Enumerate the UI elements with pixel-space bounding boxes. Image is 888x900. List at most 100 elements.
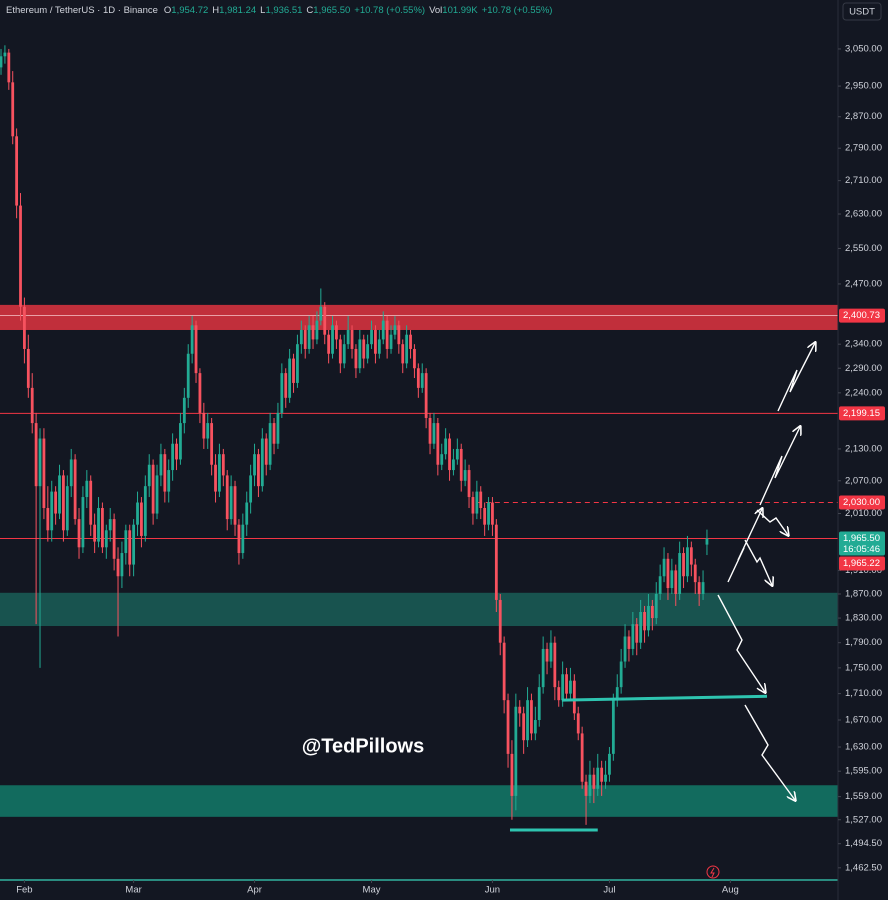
field-name: C [306,5,313,16]
candle-body [381,320,385,340]
candle-body [705,538,709,545]
price-label: 1,965.22 [843,558,880,569]
price-label-box [839,495,885,510]
candle-body [190,325,194,354]
y-tick-label: 2,630.00 [845,209,882,220]
price-label: 2,030.00 [843,497,880,508]
candle-body [522,713,526,741]
candle-body [647,605,650,631]
candle-body [565,674,568,694]
candle-body [576,713,580,734]
candle-body [689,547,693,565]
candle-body [475,491,479,514]
candle-body [194,325,198,374]
candle-body [11,82,15,137]
y-tick-label: 2,790.00 [845,143,882,154]
candle-body [401,344,405,364]
candle-body [331,325,334,354]
candle-body [377,339,381,354]
candle-body [167,470,171,492]
x-tick-label: Apr [247,885,262,896]
candle-body [428,417,432,444]
candle-body [498,599,502,643]
countdown: 16:05:46 [843,544,880,555]
candle-body [249,475,253,503]
header: Ethereum / TetherUS · 1D · Binance O1,954… [6,5,552,16]
candle-body [510,753,514,796]
x-tick-label: Jul [603,885,615,896]
candle-body [307,325,311,349]
candle-body [292,358,295,383]
field-name: L [260,5,265,16]
candle-body [303,329,307,349]
currency-box [842,2,882,21]
candle-body [101,508,104,548]
field-value: 1,954.72 [171,5,208,16]
candle-body [116,558,120,577]
candle-body [491,502,494,525]
zones [0,304,838,817]
zone [0,785,838,817]
candle-body [397,325,401,345]
candle-body [253,454,256,476]
candle-body [182,397,186,424]
candle-body [553,642,557,688]
candle-body [218,454,221,492]
candle-body [147,464,151,487]
candle-body [241,524,245,554]
candle-body [221,454,225,476]
candle-body [596,767,600,789]
candle-body [155,475,159,514]
candle-body [175,443,178,460]
y-tick-label: 1,559.00 [845,791,882,802]
candle-body [23,306,26,349]
candle-body [506,700,510,754]
y-tick-label: 1,790.00 [845,637,882,648]
y-tick-label: 2,340.00 [845,339,882,350]
candle-body [362,339,366,359]
candle-body [311,325,315,340]
candle-body [654,593,658,619]
y-tick-label: 1,630.00 [845,742,882,753]
candle-body [108,519,112,531]
candle-body [670,570,674,589]
candle-body [459,448,463,481]
y-tick-label: 1,670.00 [845,715,882,726]
y-tick-label: 2,870.00 [845,111,882,122]
price-label-box [839,406,885,421]
candle-body [159,454,163,476]
candle-body [124,530,128,554]
price-label-box [839,531,885,556]
candle-body [444,438,448,455]
trendline [561,694,768,702]
candle-body [296,344,299,383]
candle-body [658,576,662,594]
candle-body [600,767,604,782]
candle-body [171,443,175,471]
candle-body [264,438,268,465]
candle-body [233,486,237,525]
candle-body [409,334,412,349]
candle-body [50,491,54,531]
candle-body [631,624,635,649]
candle-body [97,508,100,542]
candle-body [518,706,522,714]
candle-body [526,700,529,741]
candle-body [280,373,284,413]
candle-body [335,325,338,340]
levels [0,315,838,539]
candle-body [128,530,132,565]
candle-body [327,334,331,354]
candle-body [533,720,537,734]
candle-body [697,582,701,594]
candle-body [54,491,58,514]
y-tick-label: 2,240.00 [845,387,882,398]
price-label-box [839,308,885,323]
field-value: 1,936.51 [265,5,302,16]
candle-body [592,774,596,789]
candle-body [346,329,350,345]
candle-body [112,519,116,559]
candle-body [635,624,639,643]
candle-body [572,680,576,714]
